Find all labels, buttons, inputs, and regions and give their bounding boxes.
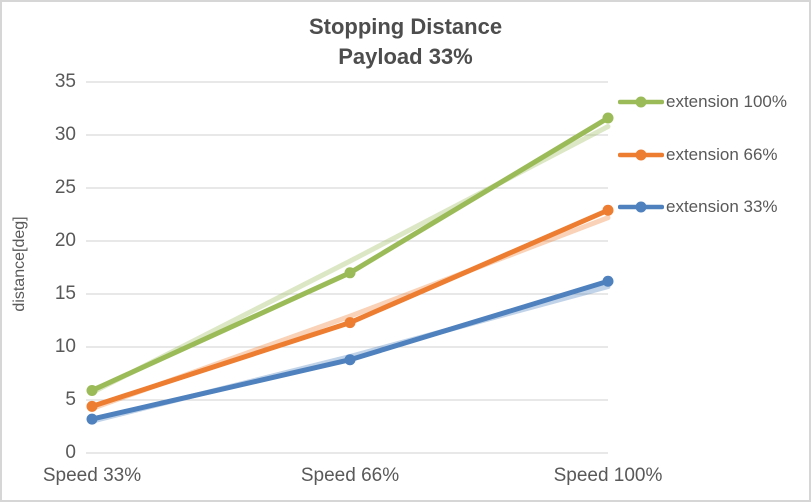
x-axis-label: Speed 100% <box>553 465 663 486</box>
legend-line-marker-icon <box>618 96 664 108</box>
legend-dot <box>635 149 647 161</box>
legend-label: extension 66% <box>666 144 778 164</box>
legend-label: extension 33% <box>666 197 778 217</box>
series-line <box>89 278 611 422</box>
legend-line-marker-icon <box>618 149 664 161</box>
data-point-marker <box>344 317 356 329</box>
legend-dot <box>635 201 647 213</box>
y-tick-label: 5 <box>65 389 76 410</box>
legend-line-marker-icon <box>618 201 664 213</box>
y-tick-label: 15 <box>54 283 76 304</box>
y-tick-label: 35 <box>54 71 76 92</box>
data-point-marker <box>86 413 98 425</box>
legend-item: extension 33% <box>618 181 787 234</box>
legend-item: extension 100% <box>618 76 787 129</box>
y-tick-label: 10 <box>54 336 76 357</box>
x-axis-label: Speed 33% <box>42 465 142 486</box>
y-tick-label: 20 <box>54 230 76 251</box>
data-point-marker <box>344 354 356 366</box>
legend-item: extension 66% <box>618 129 787 182</box>
data-point-marker <box>86 384 98 396</box>
data-point-marker <box>602 204 614 216</box>
y-tick-label: 30 <box>54 124 76 145</box>
legend: extension 100% extension 66% extension 33% <box>618 76 787 234</box>
data-point-marker <box>602 112 614 124</box>
data-point-marker <box>86 400 98 412</box>
data-point-marker <box>344 267 356 279</box>
y-axis-title: distance[deg] <box>11 216 28 312</box>
legend-dot <box>635 96 647 108</box>
data-point-marker <box>602 275 614 287</box>
y-tick-label: 25 <box>54 177 76 198</box>
x-axis-label: Speed 66% <box>300 465 400 486</box>
series-line <box>89 115 611 393</box>
legend-label: extension 100% <box>666 92 787 112</box>
y-tick-label: 0 <box>65 442 76 463</box>
